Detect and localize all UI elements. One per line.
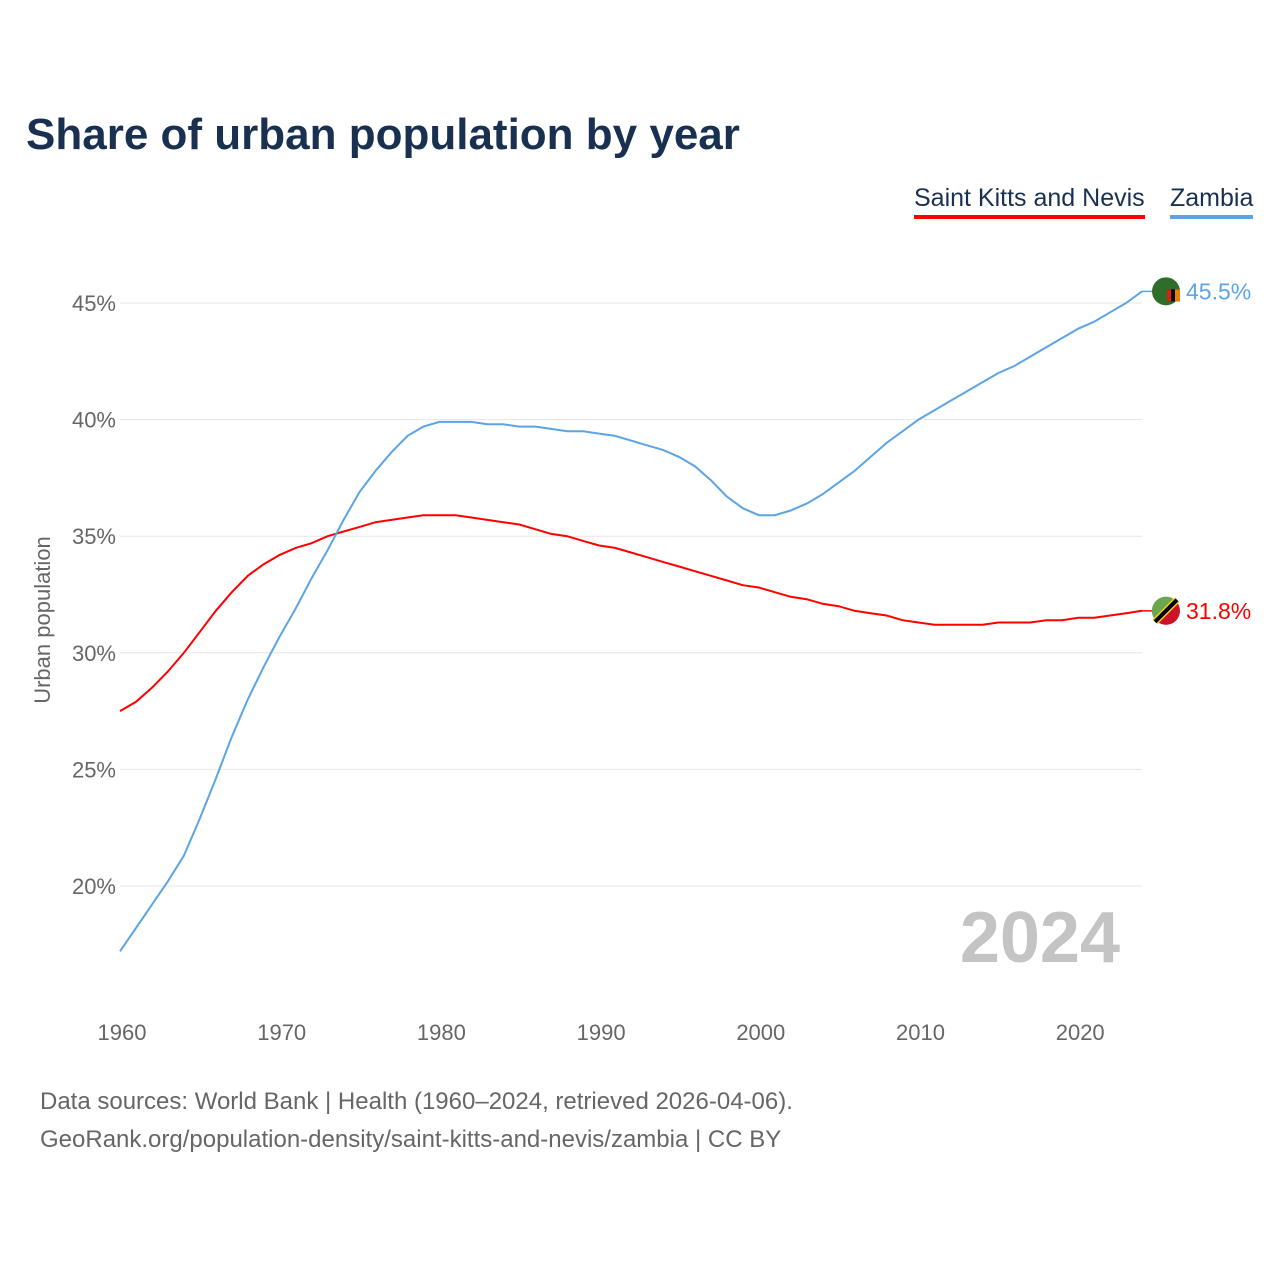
y-tick-label: 45% — [72, 291, 116, 316]
y-tick-label: 25% — [72, 757, 116, 782]
y-tick-label: 20% — [72, 874, 116, 899]
series-line-0 — [119, 514, 1143, 712]
y-tick-label: 30% — [72, 641, 116, 666]
legend-zambia[interactable]: Zambia — [1170, 184, 1254, 219]
y-axis-label: Urban population — [30, 536, 55, 704]
end-value-label: 31.8% — [1186, 598, 1251, 624]
y-tick-label: 35% — [72, 524, 116, 549]
flag-stripe — [1175, 289, 1180, 302]
x-tick-label: 2000 — [736, 1020, 785, 1045]
flag-band — [1153, 598, 1179, 624]
chart-title: Share of urban population by year — [26, 110, 740, 159]
x-tick-label: 1990 — [577, 1020, 626, 1045]
flag-stripe — [1167, 289, 1171, 302]
x-tick-label: 2020 — [1056, 1020, 1105, 1045]
x-tick-label: 2010 — [896, 1020, 945, 1045]
source-url[interactable]: GeoRank.org/population-density/saint-kit… — [40, 1126, 782, 1153]
legend-saint-kitts-and-nevis[interactable]: Saint Kitts and Nevis — [914, 184, 1145, 219]
x-tick-label: 1960 — [98, 1020, 147, 1045]
x-tick-label: 1980 — [417, 1020, 466, 1045]
x-tick-label: 1970 — [257, 1020, 306, 1045]
source-line: Data sources: World Bank | Health (1960–… — [40, 1088, 793, 1115]
series-line-1 — [119, 290, 1143, 952]
year-watermark: 2024 — [960, 898, 1120, 978]
end-value-label: 45.5% — [1186, 278, 1251, 304]
y-tick-label: 40% — [72, 408, 116, 433]
